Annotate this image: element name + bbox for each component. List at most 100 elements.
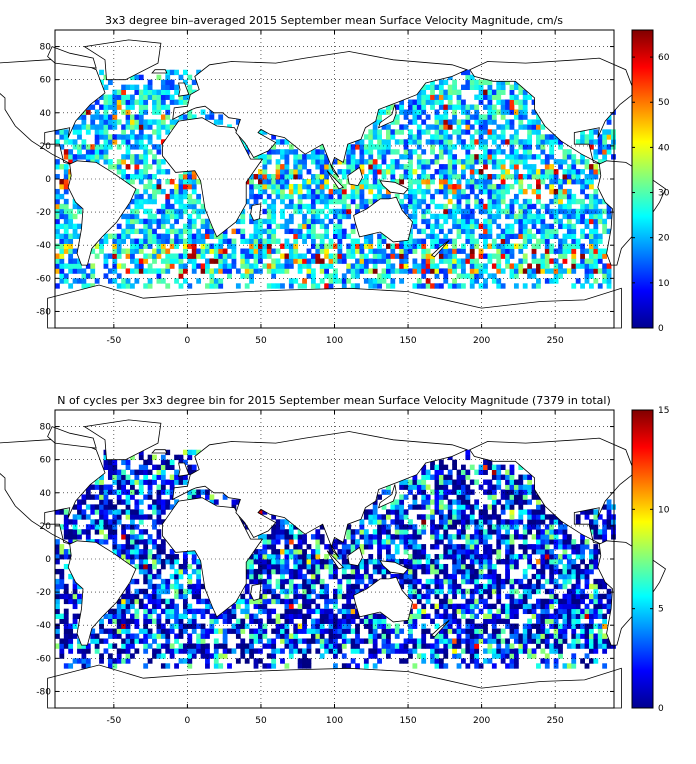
- bin-cell: [509, 149, 515, 155]
- bin-cell: [350, 638, 356, 644]
- bin-cell: [280, 223, 285, 230]
- bin-cell: [284, 603, 290, 610]
- bin-cell: [544, 618, 550, 624]
- bin-cell: [399, 174, 405, 180]
- bin-cell: [474, 114, 480, 120]
- bin-cell: [213, 628, 219, 634]
- bin-cell: [465, 563, 471, 570]
- bin-cell: [377, 248, 382, 254]
- bin-cell: [355, 613, 360, 619]
- bin-cell: [496, 283, 502, 289]
- bin-cell: [258, 228, 263, 235]
- bin-cell: [191, 208, 197, 215]
- bin-cell: [116, 618, 122, 624]
- bin-cell: [500, 228, 506, 235]
- bin-cell: [381, 623, 387, 629]
- bin-cell: [130, 84, 135, 90]
- bin-cell: [280, 243, 285, 249]
- bin-cell: [540, 549, 546, 555]
- bin-cell: [483, 114, 488, 120]
- bin-cell: [372, 164, 378, 170]
- bin-cell: [536, 603, 541, 610]
- bin-cell: [72, 524, 78, 530]
- bin-cell: [385, 628, 391, 634]
- bin-cell: [536, 119, 541, 125]
- bin-cell: [59, 618, 65, 624]
- bin-cell: [63, 208, 69, 215]
- bin-cell: [509, 549, 515, 555]
- bin-cell: [540, 554, 546, 560]
- bin-cell: [438, 188, 444, 195]
- bin-cell: [63, 628, 69, 634]
- bin-cell: [94, 99, 100, 105]
- bin-cell: [408, 653, 413, 659]
- bin-cell: [258, 218, 263, 225]
- bin-cell: [588, 638, 594, 644]
- bin-cell: [253, 568, 259, 575]
- bin-cell: [500, 559, 506, 565]
- bin-cell: [527, 208, 533, 215]
- bin-cell: [266, 544, 272, 550]
- bin-cell: [509, 94, 515, 100]
- bin-cell: [284, 258, 290, 264]
- bin-cell: [531, 203, 537, 210]
- bin-cell: [130, 228, 135, 235]
- bin-cell: [196, 559, 202, 565]
- bin-cell: [306, 228, 312, 235]
- bin-cell: [593, 149, 599, 155]
- bin-cell: [399, 519, 405, 525]
- bin-cell: [478, 154, 484, 160]
- bin-cell: [425, 568, 431, 575]
- bin-cell: [280, 524, 285, 530]
- bin-cell: [341, 228, 347, 235]
- bin-cell: [566, 563, 572, 570]
- bin-cell: [483, 164, 488, 170]
- bin-cell: [540, 638, 546, 644]
- bin-cell: [505, 648, 510, 654]
- bin-cell: [496, 648, 502, 654]
- bin-cell: [540, 539, 546, 545]
- bin-cell: [112, 134, 118, 140]
- bin-cell: [231, 623, 237, 629]
- bin-cell: [85, 658, 91, 664]
- bin-cell: [527, 94, 533, 100]
- bin-cell: [266, 573, 272, 580]
- bin-cell: [487, 208, 493, 215]
- bin-cell: [72, 529, 78, 535]
- bin-cell: [496, 248, 502, 254]
- bin-cell: [85, 109, 91, 115]
- bin-cell: [416, 114, 422, 120]
- bin-cell: [94, 144, 100, 150]
- bin-cell: [575, 278, 581, 284]
- bin-cell: [125, 554, 131, 560]
- bin-cell: [63, 129, 69, 135]
- bin-cell: [452, 208, 457, 215]
- bin-cell: [416, 653, 422, 659]
- bin-cell: [341, 593, 347, 600]
- bin-cell: [452, 258, 457, 264]
- bin-cell: [134, 549, 140, 555]
- bin-cell: [443, 114, 449, 120]
- bin-cell: [558, 243, 563, 249]
- bin-cell: [359, 149, 365, 155]
- bin-cell: [200, 238, 206, 244]
- bin-cell: [116, 653, 122, 659]
- bin-cell: [425, 203, 431, 210]
- bin-cell: [474, 539, 480, 545]
- bin-cell: [505, 109, 510, 115]
- bin-cell: [531, 169, 537, 175]
- bin-cell: [430, 648, 435, 654]
- bin-cell: [275, 238, 281, 244]
- bin-cell: [505, 623, 510, 629]
- bin-cell: [72, 519, 78, 525]
- bin-cell: [152, 104, 157, 110]
- bin-cell: [143, 258, 149, 264]
- bin-cell: [531, 188, 537, 195]
- bin-cell: [421, 243, 427, 249]
- bin-cell: [209, 268, 215, 274]
- bin-cell: [509, 119, 515, 125]
- bin-cell: [165, 208, 171, 215]
- bin-cell: [385, 653, 391, 659]
- bin-cell: [566, 618, 572, 624]
- bin-cell: [249, 568, 254, 575]
